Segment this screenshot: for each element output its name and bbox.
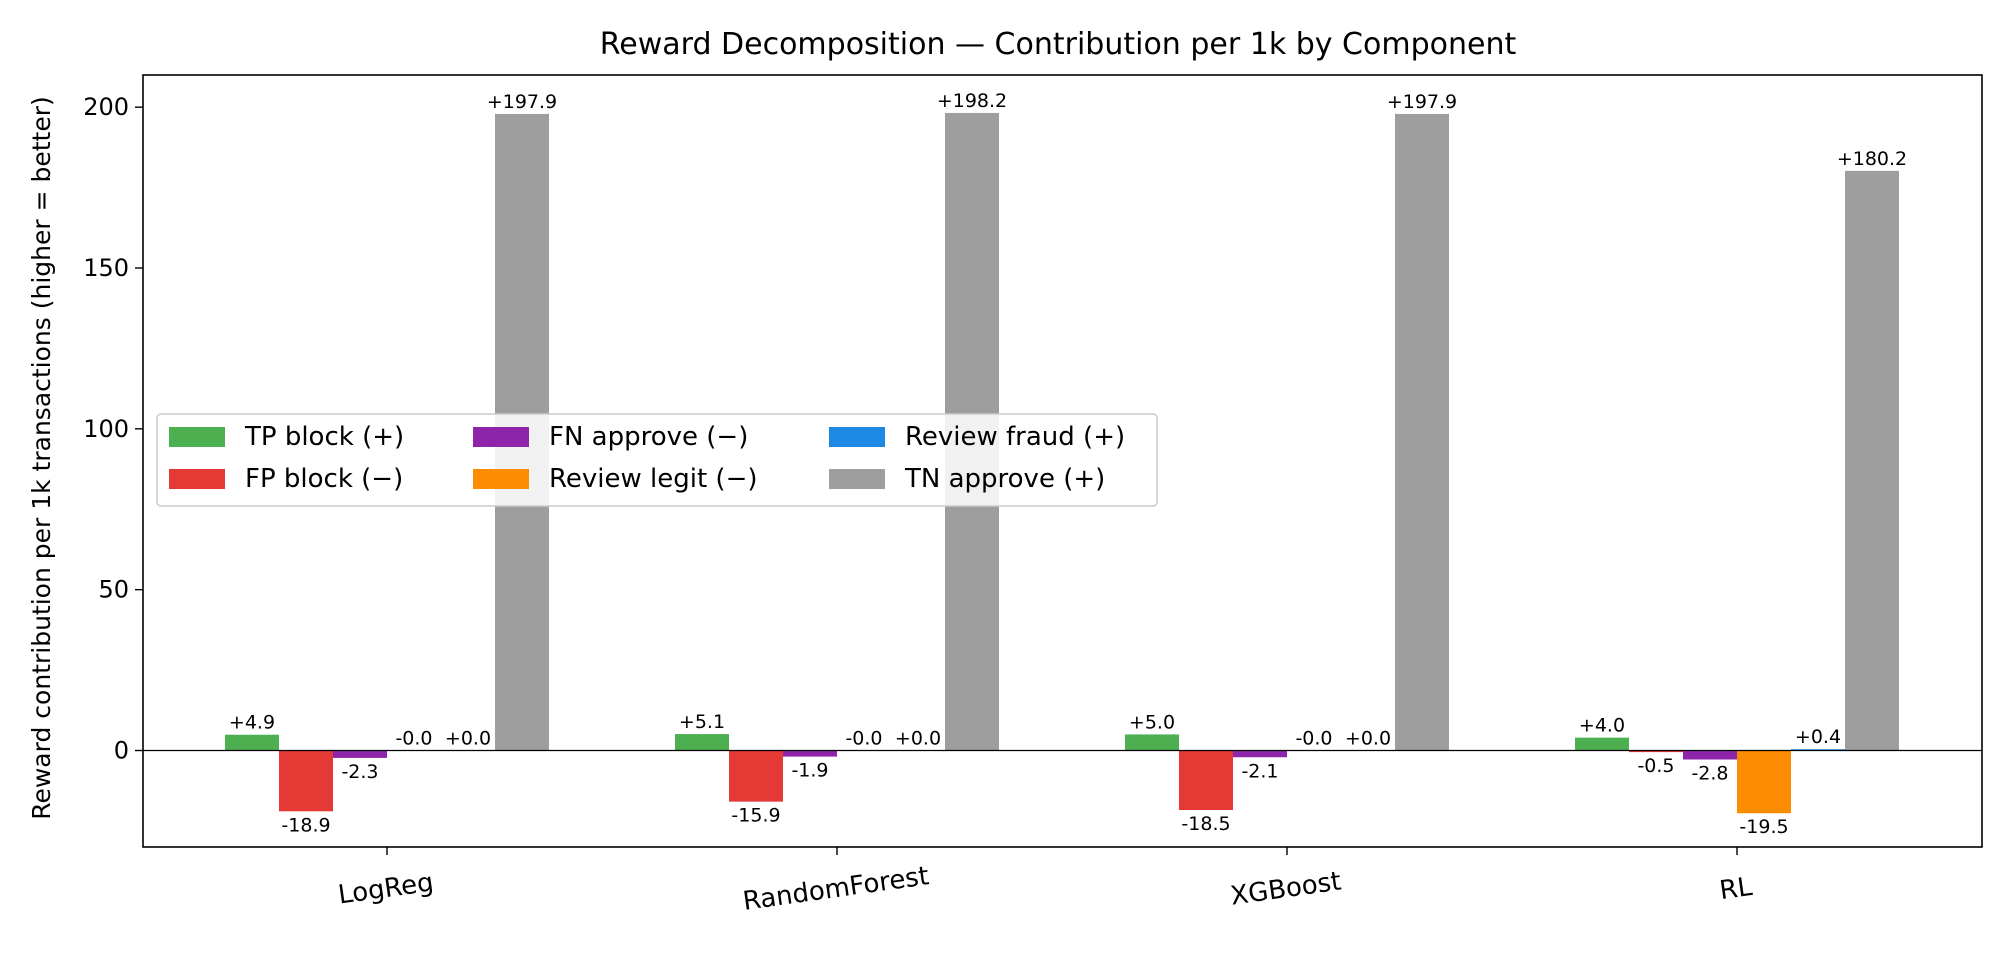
data-label: -19.5: [1739, 816, 1788, 838]
bar: [1575, 737, 1629, 751]
legend-swatch: [169, 469, 225, 489]
bar: [225, 734, 279, 751]
data-label: +5.0: [1129, 711, 1175, 733]
bar: [1683, 750, 1737, 760]
bar: [1629, 750, 1683, 753]
x-tick-label: XGBoost: [1229, 866, 1343, 911]
legend-entry: FP block (−): [245, 464, 403, 494]
legend-swatch: [169, 427, 225, 447]
legend-entry: Review legit (−): [549, 464, 758, 494]
y-tick-label: 0: [114, 737, 129, 765]
data-label: +180.2: [1837, 148, 1907, 170]
y-tick-label: 150: [83, 254, 129, 282]
data-label: -0.5: [1637, 755, 1674, 777]
x-tick-label: RL: [1718, 872, 1755, 906]
x-tick-label: RandomForest: [741, 861, 931, 917]
bar: [279, 750, 333, 812]
legend-entry: Review fraud (+): [905, 422, 1125, 452]
bar: [1395, 113, 1449, 751]
bar: [1179, 750, 1233, 811]
bar: [675, 734, 729, 751]
data-label: +197.9: [1387, 91, 1457, 113]
chart-title: Reward Decomposition — Contribution per …: [600, 27, 1517, 62]
x-tick-label: LogReg: [336, 868, 435, 911]
legend-entry: TP block (+): [244, 422, 404, 452]
data-label: +0.0: [895, 728, 941, 750]
y-tick-label: 100: [83, 415, 129, 443]
legend-box: [156, 413, 1158, 507]
data-label: +4.0: [1579, 715, 1625, 737]
data-label: +4.9: [229, 712, 275, 734]
legend-swatch: [473, 427, 529, 447]
data-label: -1.9: [791, 760, 828, 782]
data-label: +197.9: [487, 91, 557, 113]
data-label: +5.1: [679, 711, 725, 733]
data-label: -2.3: [341, 761, 378, 783]
legend-entry: FN approve (−): [549, 422, 748, 452]
bar: [1791, 749, 1845, 751]
data-label: -0.0: [395, 728, 432, 750]
data-label: -2.1: [1241, 760, 1278, 782]
data-label: -18.9: [281, 814, 330, 836]
y-tick-label: 50: [98, 576, 129, 604]
data-label: -15.9: [731, 805, 780, 827]
legend-swatch: [473, 469, 529, 489]
legend-swatch: [829, 427, 885, 447]
legend-swatch: [829, 469, 885, 489]
data-label: +0.4: [1795, 726, 1841, 748]
y-axis-label: Reward contribution per 1k transactions …: [27, 96, 56, 820]
data-label: +0.0: [1345, 728, 1391, 750]
data-label: -2.8: [1691, 763, 1728, 785]
plot-frame: [142, 74, 1983, 848]
legend-entry: TN approve (+): [904, 464, 1105, 494]
bar: [1845, 170, 1899, 751]
data-label: -18.5: [1181, 813, 1230, 835]
data-label: -0.0: [845, 728, 882, 750]
bar: [1737, 750, 1791, 814]
bar: [729, 750, 783, 802]
y-tick-label: 200: [83, 93, 129, 121]
bar: [783, 750, 837, 757]
bar: [333, 750, 387, 758]
data-label: -0.0: [1295, 728, 1332, 750]
data-label: +198.2: [937, 90, 1007, 112]
bar: [1233, 750, 1287, 758]
data-label: +0.0: [445, 728, 491, 750]
bar: [1125, 734, 1179, 751]
